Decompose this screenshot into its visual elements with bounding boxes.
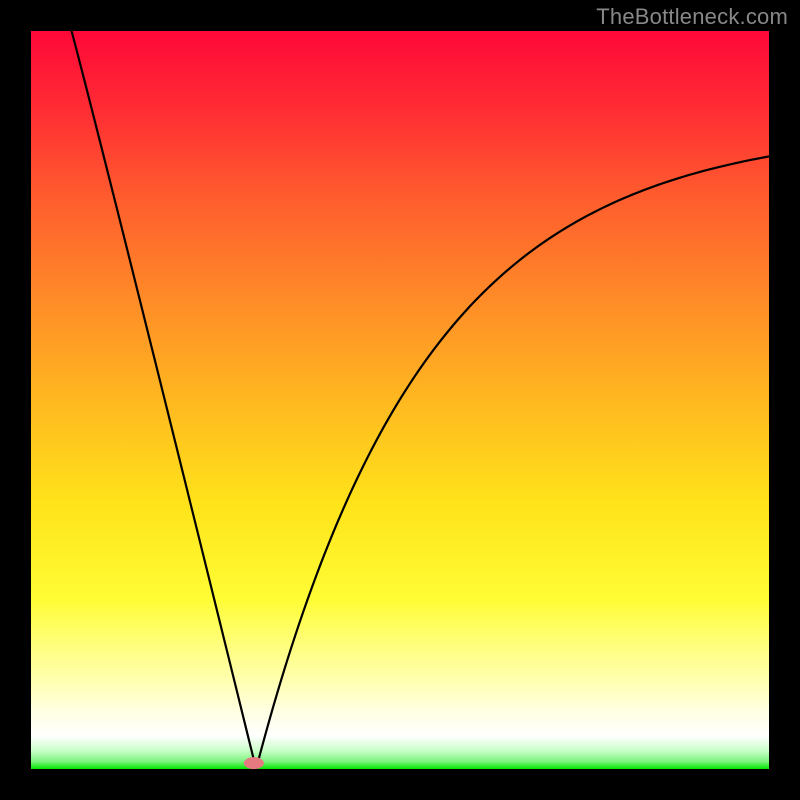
chart-root: TheBottleneck.com <box>0 0 800 800</box>
chart-svg <box>0 0 800 800</box>
optimal-point-marker <box>244 757 264 769</box>
